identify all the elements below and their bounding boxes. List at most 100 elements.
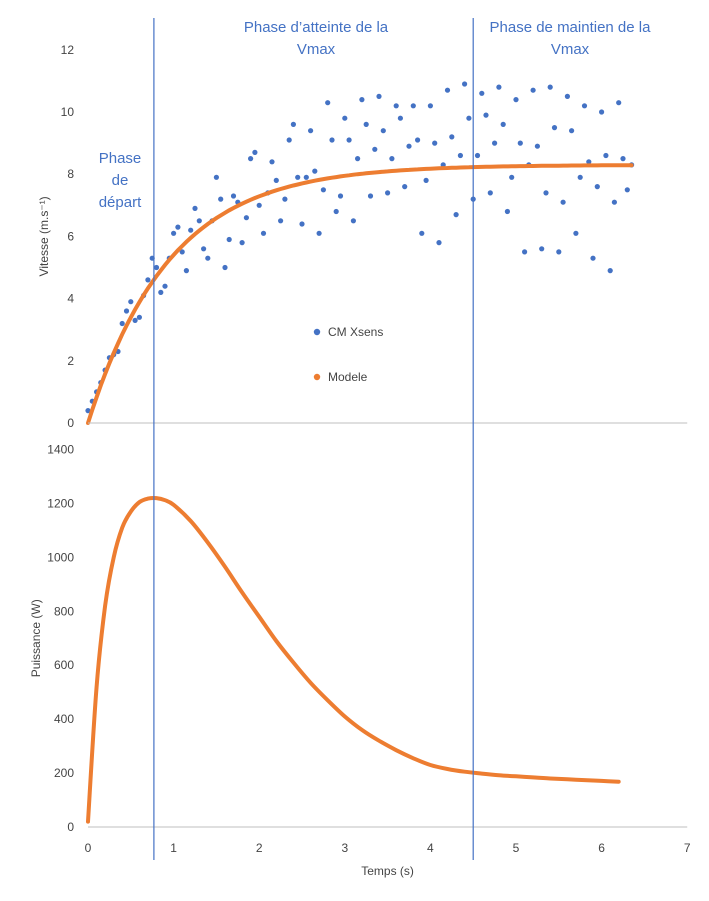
phase-label-line: départ (99, 194, 142, 211)
speed-data-point (128, 299, 134, 305)
speed-data-point (282, 196, 288, 202)
legend-entry-modele: Modele (328, 370, 368, 384)
power-y-tick-label: 1400 (47, 443, 74, 457)
speed-data-point (543, 190, 549, 196)
speed-y-tick-label: 2 (67, 354, 74, 368)
speed-data-point (586, 159, 592, 165)
legend-marker-modele (313, 373, 321, 381)
speed-data-point (316, 230, 322, 236)
speed-data-point (547, 84, 553, 90)
speed-data-point (427, 103, 433, 109)
speed-data-point (581, 103, 588, 109)
speed-data-point (192, 205, 198, 211)
speed-data-point (402, 184, 408, 190)
speed-data-point (179, 249, 185, 255)
phase-label: Phase de maintien de la Vmax (490, 19, 652, 58)
speed-data-point (308, 128, 314, 134)
speed-data-point (85, 408, 91, 414)
speed-data-point (487, 190, 493, 196)
speed-data-point (183, 268, 189, 274)
speed-data-point (346, 137, 352, 143)
speed-data-point (573, 230, 579, 236)
speed-data-point (153, 264, 160, 271)
speed-data-point (603, 152, 609, 159)
speed-data-point (453, 212, 459, 218)
phase-boundary-lines (153, 18, 474, 860)
phase-label-line: Vmax (551, 41, 590, 58)
speed-data-point (556, 249, 562, 255)
power-x-tick-label: 1 (170, 841, 177, 855)
speed-data-point (260, 230, 267, 236)
power-x-tick-label: 2 (256, 841, 263, 855)
speed-data-point (363, 121, 369, 127)
speed-data-point (226, 236, 232, 243)
speed-data-point (607, 268, 613, 274)
power-x-tick-label: 3 (341, 841, 348, 855)
speed-data-point (136, 314, 142, 320)
speed-data-point (530, 87, 536, 93)
speed-data-point (355, 156, 361, 162)
speed-data-point (252, 149, 258, 155)
speed-data-point (551, 125, 558, 131)
power-y-tick-label: 200 (54, 766, 74, 780)
legend-entry-cm-xsens: CM Xsens (328, 325, 383, 339)
speed-y-tick-labels: 0 2 4 6 8 10 12 (61, 43, 75, 430)
speed-data-point (248, 156, 254, 162)
speed-data-point (329, 137, 335, 143)
speed-data-point (119, 320, 125, 327)
speed-data-point (620, 156, 626, 162)
phase-label-line: Phase (99, 150, 142, 167)
legend: CM Xsens Modele (313, 325, 383, 384)
speed-data-point (162, 283, 168, 289)
speed-data-point (560, 199, 566, 205)
speed-data-point (303, 174, 309, 180)
speed-data-point (564, 93, 571, 99)
speed-data-point (286, 137, 292, 143)
speed-scatter-series (85, 81, 635, 414)
speed-data-point (504, 208, 510, 215)
speed-data-point (393, 103, 399, 109)
speed-data-point (406, 143, 412, 149)
speed-data-point (376, 93, 382, 99)
phase-label: Phase de départ (99, 150, 142, 211)
speed-data-point (624, 187, 630, 193)
speed-data-point (466, 115, 472, 121)
speed-data-point (577, 174, 583, 180)
speed-data-point (594, 184, 600, 190)
power-y-tick-label: 800 (54, 604, 74, 618)
power-chart: 0 200 400 600 800 1000 1200 1400 0 1 2 3 4 5 6 7 Puiss… (29, 443, 691, 878)
speed-y-tick-label: 8 (67, 167, 74, 181)
speed-data-point (256, 202, 262, 208)
speed-data-point (269, 159, 275, 165)
speed-data-point (517, 140, 523, 146)
speed-data-point (522, 249, 528, 255)
speed-data-point (342, 115, 348, 121)
speed-data-point (196, 218, 202, 224)
speed-data-point (325, 100, 331, 106)
phase-label-line: de (112, 172, 129, 189)
speed-data-point (496, 84, 502, 90)
speed-data-point (295, 174, 301, 180)
speed-data-point (457, 152, 463, 159)
speed-data-point (201, 246, 207, 252)
speed-data-point (449, 134, 455, 140)
speed-data-point (389, 156, 395, 162)
speed-data-point (397, 115, 403, 121)
speed-data-point (320, 187, 326, 193)
power-x-axis-title: Temps (s) (361, 864, 414, 878)
phase-label-line: Phase de maintien de la (490, 19, 652, 36)
speed-y-tick-label: 4 (67, 292, 74, 306)
speed-data-point (385, 190, 391, 196)
legend-marker-cm-xsens (313, 328, 321, 336)
speed-data-point (479, 90, 485, 96)
speed-data-point (132, 317, 138, 323)
speed-data-point (436, 240, 442, 246)
power-y-tick-label: 600 (54, 658, 74, 672)
power-y-tick-label: 400 (54, 712, 74, 726)
power-x-tick-label: 4 (427, 841, 434, 855)
speed-data-point (337, 193, 344, 199)
speed-y-tick-label: 10 (61, 105, 75, 119)
speed-data-point (599, 109, 605, 115)
power-y-tick-labels: 0 200 400 600 800 1000 1200 1400 (47, 443, 74, 834)
